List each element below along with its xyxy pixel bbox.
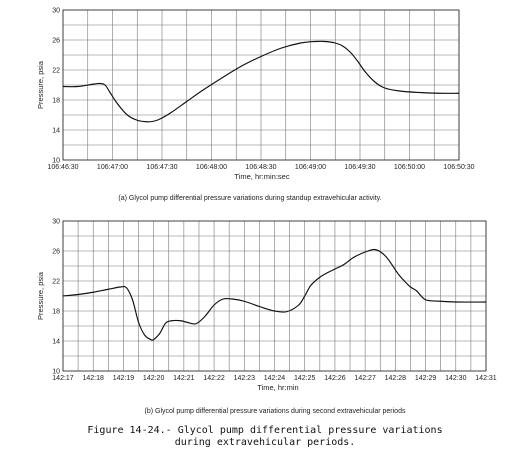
chart-a-caption: (a) Glycol pump differential pressure va… <box>118 195 381 202</box>
chart-b-x-tick-label: 142:30 <box>445 375 467 382</box>
chart-b-x-tick-label: 142:17 <box>52 375 74 382</box>
chart-a-pressure-line <box>62 40 460 123</box>
chart-b-x-tick-label: 142:23 <box>234 375 256 382</box>
chart-b-y-ticks: 10 14 18 22 26 30 <box>52 219 60 376</box>
chart-b-y-tick-label: 14 <box>52 339 60 346</box>
chart-a-x-tick-label: 106:47:30 <box>146 164 177 171</box>
chart-b-x-tick-label: 142:19 <box>113 375 135 382</box>
chart-b-x-tick-label: 142:28 <box>385 375 407 382</box>
chart-b-x-tick-label: 142:31 <box>475 375 497 382</box>
chart-a-y-tick-label: 30 <box>52 8 60 15</box>
chart-a-x-tick-label: 106:49:00 <box>295 164 326 171</box>
chart-a-frame <box>62 9 460 161</box>
chart-a-x-tick-label: 106:48:30 <box>245 164 276 171</box>
chart-b-x-tick-label: 142:29 <box>415 375 437 382</box>
chart-a-x-tick-label: 106:49:30 <box>344 164 375 171</box>
chart-b-y-tick-label: 26 <box>52 249 60 256</box>
chart-b-x-tick-label: 142:22 <box>203 375 225 382</box>
chart-b-y-axis-label: Pressure, psia <box>36 271 45 320</box>
chart-a-x-tick-label: 106:50:30 <box>443 164 474 171</box>
chart-a-x-tick-label: 106:50:00 <box>394 164 425 171</box>
chart-a-y-tick-label: 22 <box>52 68 60 75</box>
chart-b-grid <box>62 220 487 372</box>
figure-caption-line-2: during extravehicular periods. <box>175 437 356 448</box>
chart-a-y-axis-label: Pressure, psia <box>36 60 45 109</box>
chart-a: 10 14 18 22 26 30 106:46:30 106:47:00 106:47:30… <box>36 8 475 203</box>
chart-b-pressure-line <box>62 248 487 341</box>
chart-b-x-tick-label: 142:25 <box>294 375 316 382</box>
chart-a-x-tick-label: 106:46:30 <box>47 164 78 171</box>
chart-b-x-tick-label: 142:24 <box>264 375 286 382</box>
chart-a-x-axis-label: Time, hr:min:sec <box>234 172 289 181</box>
chart-a-y-tick-label: 26 <box>52 38 60 45</box>
figure-caption-line-1: Figure 14-24.- Glycol pump differential … <box>87 425 442 436</box>
chart-a-y-tick-label: 10 <box>52 158 60 165</box>
chart-b-x-tick-label: 142:27 <box>354 375 376 382</box>
chart-a-y-tick-label: 14 <box>52 128 60 135</box>
chart-a-y-tick-label: 18 <box>52 98 60 105</box>
chart-b-x-ticks: 142:17 142:18 142:19 142:20 142:21 142:22 142:… <box>52 375 497 382</box>
chart-b-x-tick-label: 142:21 <box>173 375 195 382</box>
chart-b-y-tick-label: 30 <box>52 219 60 226</box>
chart-a-y-ticks: 10 14 18 22 26 30 <box>52 8 60 165</box>
chart-b-x-tick-label: 142:26 <box>324 375 346 382</box>
chart-a-x-ticks: 106:46:30 106:47:00 106:47:30 106:48:00 106:… <box>47 164 474 171</box>
chart-b-x-tick-label: 142:20 <box>143 375 165 382</box>
chart-b-y-tick-label: 22 <box>52 279 60 286</box>
chart-b-caption: (b) Glycol pump differential pressure va… <box>145 408 406 415</box>
chart-b-x-tick-label: 142:18 <box>83 375 105 382</box>
chart-b-y-tick-label: 18 <box>52 309 60 316</box>
chart-b-x-axis-label: Time, hr:min <box>257 383 298 392</box>
chart-b-y-tick-label: 10 <box>52 369 60 376</box>
chart-a-x-tick-label: 106:48:00 <box>196 164 227 171</box>
chart-a-grid <box>62 9 460 161</box>
chart-a-x-tick-label: 106:47:00 <box>97 164 128 171</box>
